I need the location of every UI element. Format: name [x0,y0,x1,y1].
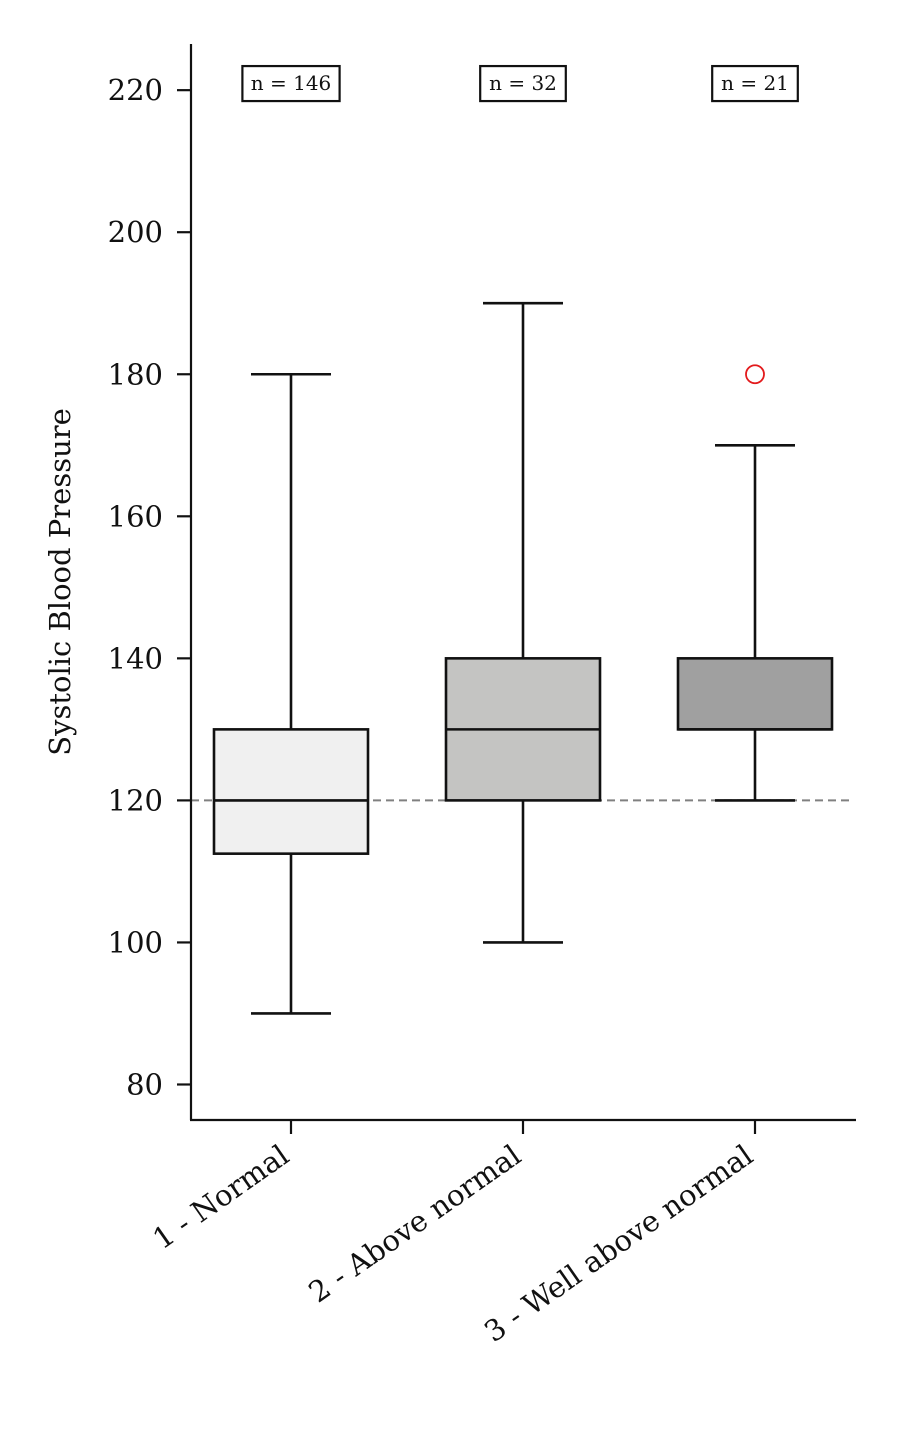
box-iqr [676,657,834,731]
y-axis-title: Systolic Blood Pressure [43,408,77,756]
x-tick-label: 1 - Normal [147,1138,295,1256]
n-count-box [241,64,341,103]
box-group-3: n = 21 [676,64,834,802]
n-count-label: n = 32 [489,71,557,95]
n-count-label: n = 146 [251,71,332,95]
y-tick-label: 100 [108,925,163,959]
box-group-2: n = 32 [444,64,602,944]
n-count-box [479,64,567,103]
y-tick-label: 200 [108,215,163,249]
outlier-point [745,364,765,385]
y-tick-label: 120 [108,783,163,817]
n-count-label: n = 21 [721,71,789,95]
y-tick-label: 80 [126,1067,163,1101]
y-tick-label: 160 [108,499,163,533]
y-tick-label: 220 [108,73,163,107]
plot-area: n = 146 n = 32 n = 21 [191,64,852,1015]
box-group-1: n = 146 [212,64,370,1015]
y-tick-label: 140 [108,641,163,675]
y-tick-label: 180 [108,357,163,391]
x-tick-label: 2 - Above normal [302,1138,527,1310]
box-iqr [212,728,370,855]
n-count-box [711,64,799,103]
